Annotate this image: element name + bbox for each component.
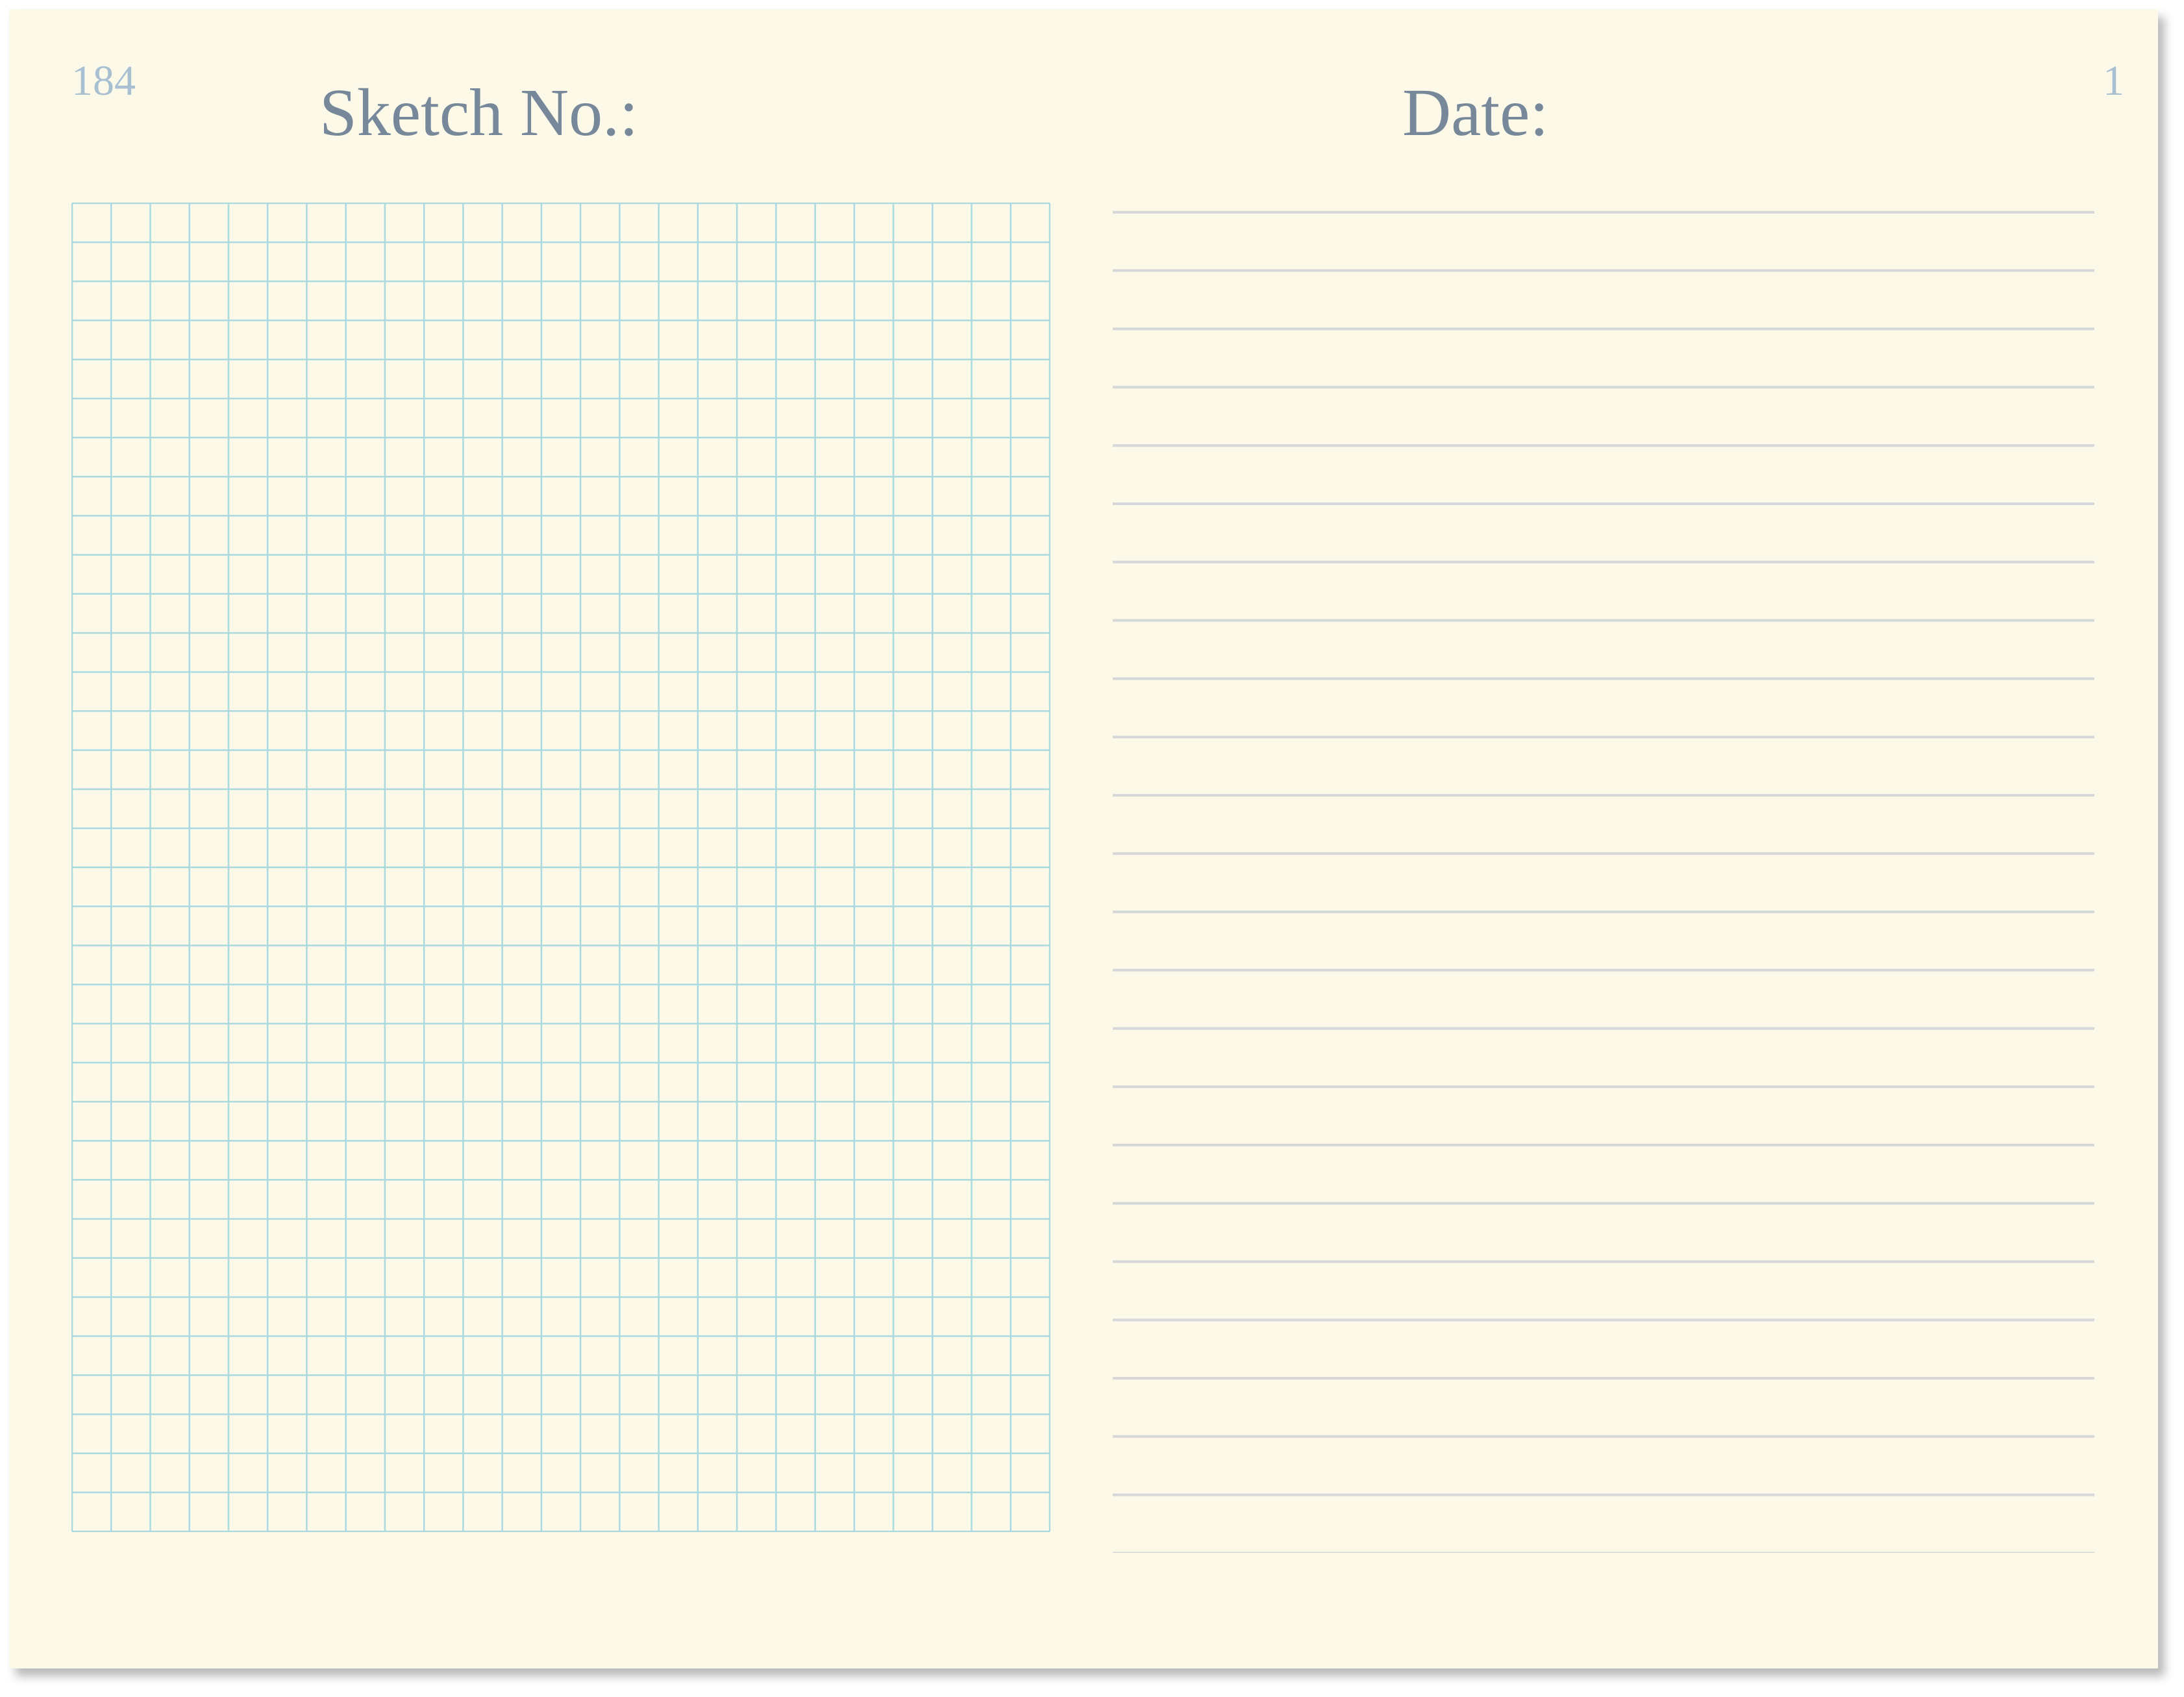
lined-notes-area[interactable] bbox=[1113, 203, 2101, 1553]
lines-svg bbox=[1113, 211, 2094, 1553]
left-page-number: 184 bbox=[71, 57, 136, 105]
date-label: Date: bbox=[1402, 75, 1549, 150]
notebook-spread: 184 1 Sketch No.: Date: bbox=[9, 9, 2158, 1668]
sketch-grid[interactable] bbox=[71, 203, 1050, 1532]
grid-svg bbox=[71, 203, 1050, 1532]
right-page-number: 1 bbox=[2103, 57, 2124, 105]
sketch-number-label: Sketch No.: bbox=[319, 75, 639, 150]
